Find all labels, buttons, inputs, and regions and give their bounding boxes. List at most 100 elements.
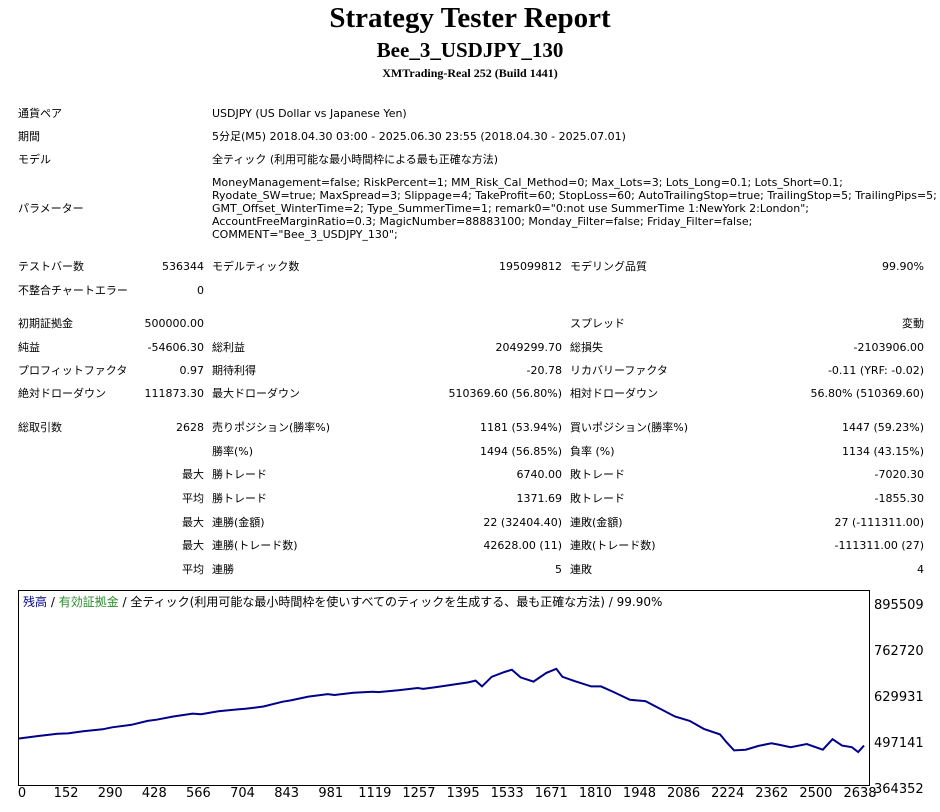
x-tick-label: 428 <box>141 786 167 801</box>
short-label: 売りポジション(勝率%) <box>212 421 331 434</box>
total-trades-value: 2628 <box>176 421 204 434</box>
y-tick-label: 364352 <box>874 782 924 797</box>
symbol-label: 通貨ペア <box>18 107 62 120</box>
deposit-label: 初期証拠金 <box>18 317 73 330</box>
rel-dd-label: 相対ドローダウン <box>570 387 658 400</box>
spread-value: 変動 <box>902 317 924 330</box>
bars-value: 536344 <box>162 260 204 273</box>
x-tick-label: 1395 <box>446 786 480 801</box>
symbol-value: USDJPY (US Dollar vs Japanese Yen) <box>212 107 407 120</box>
x-tick-label: 704 <box>230 786 255 801</box>
recovery-value: -0.11 (YRF: -0.02) <box>827 364 924 377</box>
x-tick-label: 2086 <box>667 786 701 801</box>
x-tick-label: 843 <box>274 786 300 801</box>
gross-loss-label: 総損失 <box>570 341 603 354</box>
net-label: 純益 <box>18 341 40 354</box>
largest-win-value: 6740.00 <box>516 468 563 481</box>
avg-win-label: 勝トレード <box>212 492 267 505</box>
max-cons-profit-value: 42628.00 (11) <box>483 539 562 552</box>
avg-word: 平均 <box>182 563 204 576</box>
x-tick-label: 1810 <box>578 786 612 801</box>
legend-balance: 残高 <box>23 595 48 609</box>
spread-label: スプレッド <box>570 317 625 330</box>
max-dd-value: 510369.60 (56.80%) <box>448 387 562 400</box>
y-tick-label: 629931 <box>874 690 924 705</box>
max-cons-win-label: 連勝(金額) <box>212 516 265 529</box>
x-tick-label: 152 <box>53 786 79 801</box>
params-value: MoneyManagement=false; RiskPercent=1; MM… <box>212 176 937 241</box>
expert-name: Bee_3_USDJPY_130 <box>376 38 564 62</box>
win-label: 勝率(%) <box>212 445 254 458</box>
params-label: パラメーター <box>18 202 84 215</box>
report-title: Strategy Tester Report <box>329 2 611 34</box>
deposit-value: 500000.00 <box>144 317 205 330</box>
legend-model: / 全ティック(利用可能な最小時間枠を使いすべてのティックを生成する、最も正確な… <box>118 595 663 609</box>
ticks-label: モデルティック数 <box>212 260 300 273</box>
abs-dd-value: 111873.30 <box>144 387 205 400</box>
quality-label: モデリング品質 <box>570 260 647 273</box>
avg-loss-label: 敗トレード <box>570 492 625 505</box>
largest-loss-value: -7020.30 <box>874 468 924 481</box>
model-label: モデル <box>18 153 51 166</box>
params-line: COMMENT="Bee_3_USDJPY_130"; <box>212 228 398 241</box>
avg-cons-loss-value: 4 <box>917 563 924 576</box>
max-word: 最大 <box>182 516 204 529</box>
avg-cons-win-value: 5 <box>555 563 562 576</box>
x-tick-label: 1257 <box>402 786 436 801</box>
x-tick-label: 2362 <box>755 786 789 801</box>
x-tick-label: 0 <box>17 786 27 801</box>
legend-equity: 有効証拠金 <box>58 595 119 609</box>
balance-chart: 残高 / 有効証拠金 / 全ティック(利用可能な最小時間枠を使いすべてのティック… <box>18 590 870 786</box>
max-cons-loss-label: 連敗(金額) <box>570 516 623 529</box>
ticks-value: 195099812 <box>499 260 562 273</box>
max-cons-win-value: 22 (32404.40) <box>483 516 562 529</box>
expected-label: 期待利得 <box>212 364 256 377</box>
server-info: XMTrading-Real 252 (Build 1441) <box>382 66 558 80</box>
max-cons-lossamt-value: -111311.00 (27) <box>834 539 924 552</box>
avg-win-value: 1371.69 <box>516 492 563 505</box>
balance-chart-svg <box>19 667 865 754</box>
period-label: 期間 <box>18 130 40 143</box>
loss-value: 1134 (43.15%) <box>841 445 924 458</box>
params-line: GMT_Offset_WinterTime=2; Type_SummerTime… <box>212 202 809 215</box>
params-line: MoneyManagement=false; RiskPercent=1; MM… <box>212 176 843 189</box>
x-tick-label: 981 <box>318 786 344 801</box>
largest-loss-label: 敗トレード <box>570 468 625 481</box>
x-tick-label: 290 <box>97 786 123 801</box>
abs-dd-label: 絶対ドローダウン <box>18 387 106 400</box>
rel-dd-value: 56.80% (510369.60) <box>810 387 924 400</box>
x-tick-label: 2638 <box>843 786 877 801</box>
total-trades-label: 総取引数 <box>18 421 62 434</box>
max-word: 最大 <box>182 539 204 552</box>
model-value: 全ティック (利用可能な最小時間枠による最も正確な方法) <box>212 153 499 166</box>
net-value: -54606.30 <box>147 341 204 354</box>
y-tick-label: 762720 <box>874 644 924 659</box>
avg-cons-win-label: 連勝 <box>212 563 234 576</box>
x-tick-label: 1671 <box>534 786 568 801</box>
gross-profit-value: 2049299.70 <box>495 341 562 354</box>
max-cons-profit-label: 連勝(トレード数) <box>212 539 298 552</box>
gross-profit-label: 総利益 <box>212 341 245 354</box>
avg-loss-value: -1855.30 <box>874 492 924 505</box>
x-tick-label: 566 <box>185 786 211 801</box>
params-line: Ryodate_SW=true; MaxSpread=3; Slippage=4… <box>212 189 937 202</box>
x-tick-label: 1533 <box>490 786 524 801</box>
y-tick-label: 497141 <box>874 736 924 751</box>
balance-line <box>19 667 865 754</box>
pf-label: プロフィットファクタ <box>18 364 128 377</box>
expected-value: -20.78 <box>526 364 562 377</box>
long-label: 買いポジション(勝率%) <box>570 421 689 434</box>
x-tick-label: 2224 <box>711 786 745 801</box>
y-tick-label: 895509 <box>874 598 924 613</box>
x-tick-label: 2500 <box>799 786 833 801</box>
pf-value: 0.97 <box>179 364 205 377</box>
mismatch-label: 不整合チャートエラー <box>18 284 128 297</box>
gross-loss-value: -2103906.00 <box>853 341 924 354</box>
params-line: AccountFreeMarginRatio=0.3; MagicNumber=… <box>212 215 753 228</box>
quality-value: 99.90% <box>882 260 924 273</box>
max-cons-lossamt-label: 連敗(トレード数) <box>570 539 656 552</box>
mismatch-value: 0 <box>197 284 204 297</box>
bars-label: テストバー数 <box>18 260 84 273</box>
largest-win-label: 勝トレード <box>212 468 267 481</box>
avg-word: 平均 <box>182 492 204 505</box>
